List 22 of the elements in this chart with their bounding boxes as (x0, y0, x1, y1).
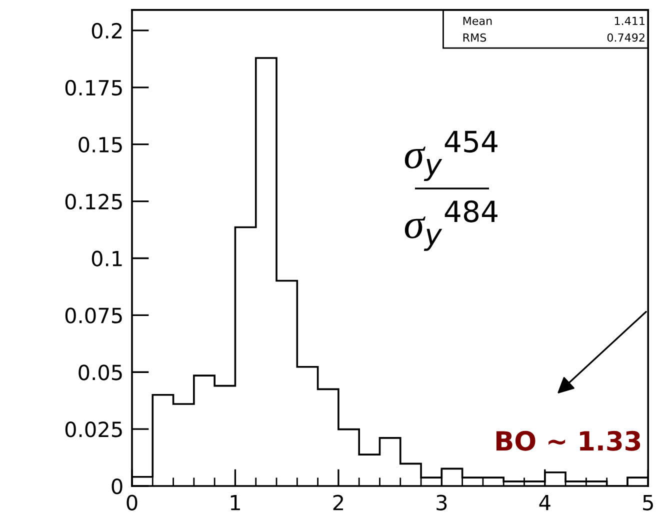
y-tick-label: 0.05 (78, 364, 122, 380)
y-tick-label: 0.2 (92, 22, 122, 39)
y-tick-label: 0.15 (78, 136, 122, 153)
annotation: BO ~ 1.33 (496, 430, 640, 451)
annotation: Mean (463, 16, 492, 26)
annotation: RMS (463, 33, 486, 42)
x-tick-label: 4 (539, 494, 550, 510)
annotation: σ$_{y}$$^{484}$ (404, 200, 498, 251)
x-tick-label: 1 (230, 494, 240, 510)
y-tick-label: 0.075 (65, 308, 122, 324)
annotation: 0.7492 (607, 33, 644, 42)
y-tick-label: 0.175 (65, 80, 122, 96)
x-tick-label: 5 (643, 494, 653, 510)
y-tick-label: 0 (112, 478, 122, 494)
y-tick-label: 0.1 (92, 250, 122, 266)
y-tick-label: 0.125 (65, 194, 122, 210)
y-tick-label: 0.025 (65, 422, 122, 438)
annotation: 1.411 (614, 16, 645, 25)
annotation: σ$_{y}$$^{454}$ (404, 130, 498, 182)
x-tick-label: 0 (126, 494, 138, 510)
x-tick-label: 2 (333, 494, 343, 510)
x-tick-label: 3 (436, 494, 447, 510)
